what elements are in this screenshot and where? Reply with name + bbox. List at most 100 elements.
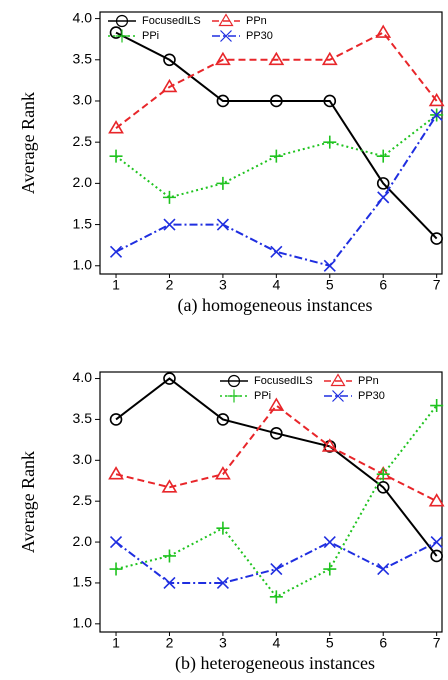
legend-label: PPn	[358, 375, 379, 387]
x-tick-label: 3	[219, 635, 227, 651]
x-tick-label: 4	[272, 635, 280, 651]
y-tick-label: 4.0	[73, 9, 93, 25]
marker	[430, 535, 443, 549]
y-tick-label: 3.0	[73, 451, 93, 467]
marker	[108, 120, 124, 134]
y-tick-label: 1.0	[73, 256, 93, 272]
x-tick-label: 5	[326, 635, 334, 651]
y-tick-label: 3.5	[73, 50, 93, 66]
x-tick-label: 6	[379, 635, 387, 651]
x-tick-label: 1	[112, 635, 120, 651]
legend-label: FocusedILS	[142, 15, 201, 27]
marker	[163, 576, 176, 590]
marker	[270, 94, 283, 108]
marker	[109, 413, 123, 426]
y-axis-label: Average Rank	[18, 92, 38, 194]
y-tick-label: 1.5	[73, 574, 93, 590]
marker	[109, 149, 123, 163]
caption: (b) heterogeneous instances	[175, 653, 375, 674]
x-tick-label: 6	[379, 277, 387, 293]
marker	[216, 218, 229, 231]
marker	[162, 190, 176, 204]
marker	[323, 94, 337, 108]
x-tick-label: 7	[433, 635, 441, 651]
marker	[268, 397, 285, 411]
marker	[216, 521, 230, 535]
marker	[376, 467, 390, 481]
marker	[161, 479, 178, 493]
marker	[216, 576, 229, 590]
marker	[430, 399, 444, 413]
y-tick-label: 2.5	[73, 133, 93, 149]
y-tick-label: 3.0	[73, 92, 93, 108]
marker	[109, 245, 123, 258]
legend-marker	[220, 30, 232, 42]
marker	[270, 562, 283, 576]
legend-marker	[227, 389, 241, 403]
marker	[269, 149, 283, 163]
marker	[269, 590, 283, 604]
marker	[163, 372, 176, 385]
marker	[216, 176, 230, 190]
marker	[430, 108, 443, 122]
x-tick-label: 5	[326, 277, 334, 293]
marker	[430, 549, 443, 563]
y-tick-label: 4.0	[73, 369, 93, 385]
series-line	[115, 114, 438, 267]
legend-marker	[115, 29, 129, 43]
marker	[109, 535, 123, 549]
x-tick-label: 7	[433, 277, 441, 293]
marker	[163, 53, 176, 67]
marker	[323, 562, 337, 576]
y-tick-label: 1.0	[73, 615, 93, 631]
legend-marker	[227, 374, 241, 388]
marker	[215, 466, 231, 480]
legend-label: PPi	[142, 30, 159, 42]
marker	[430, 232, 443, 245]
marker	[377, 562, 390, 576]
legend-label: PP30	[358, 390, 385, 402]
caption: (a) homogeneous instances	[178, 295, 373, 316]
marker	[268, 51, 285, 66]
marker	[270, 245, 283, 258]
legend-label: PPn	[246, 15, 267, 27]
marker	[215, 51, 231, 66]
legend-label: PP30	[246, 30, 273, 42]
y-axis-label: Average Rank	[18, 451, 38, 553]
marker	[161, 78, 178, 93]
legend-label: PPi	[254, 390, 271, 402]
marker	[216, 94, 230, 108]
marker	[323, 535, 336, 549]
plot-frame	[99, 11, 443, 275]
marker	[216, 413, 230, 426]
y-tick-label: 2.0	[73, 533, 93, 549]
y-tick-label: 1.5	[73, 215, 93, 231]
x-tick-label: 2	[166, 277, 174, 293]
marker	[375, 24, 392, 38]
x-tick-label: 1	[112, 277, 120, 293]
series-line	[115, 540, 438, 584]
marker	[163, 218, 176, 231]
legend-marker	[332, 390, 344, 402]
marker	[323, 259, 336, 272]
marker	[270, 427, 283, 440]
marker	[321, 438, 338, 452]
y-tick-label: 3.5	[73, 410, 93, 426]
marker	[109, 562, 123, 576]
marker	[376, 480, 390, 494]
plot-frame	[99, 371, 443, 633]
legend-marker	[218, 13, 234, 27]
marker	[162, 549, 176, 563]
x-tick-label: 3	[219, 277, 227, 293]
series-line	[115, 31, 438, 129]
marker	[321, 51, 338, 66]
marker	[323, 135, 337, 149]
series-line	[115, 31, 438, 240]
x-tick-label: 2	[166, 635, 174, 651]
y-tick-label: 2.0	[73, 174, 93, 190]
x-tick-label: 4	[272, 277, 280, 293]
legend-marker	[330, 373, 346, 387]
marker	[428, 493, 445, 507]
series-line	[115, 377, 438, 557]
